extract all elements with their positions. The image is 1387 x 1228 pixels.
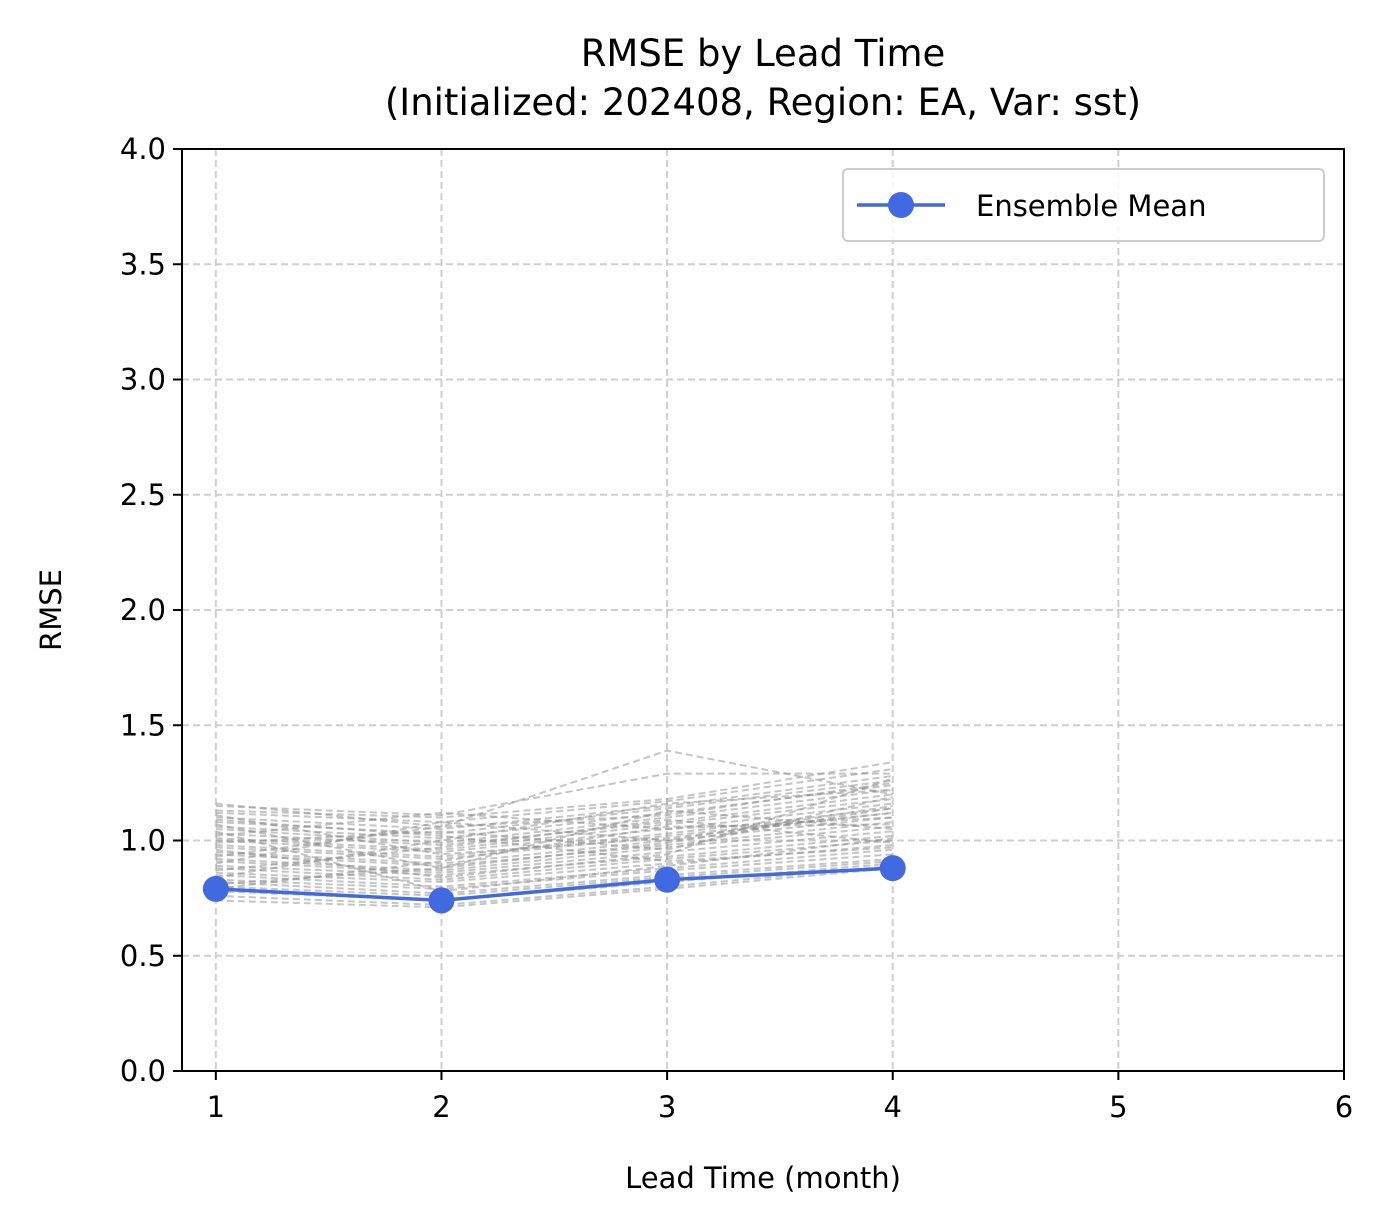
member-line-23 bbox=[215, 860, 893, 897]
y-tick-label-7: 3.5 bbox=[120, 247, 166, 281]
x-axis-label: Lead Time (month) bbox=[625, 1161, 901, 1195]
member-line-9 bbox=[215, 798, 893, 851]
x-tick-label-0: 1 bbox=[207, 1090, 225, 1124]
y-tick-label-6: 3.0 bbox=[120, 363, 166, 397]
member-line-27 bbox=[215, 811, 893, 837]
y-tick-label-2: 1.0 bbox=[120, 824, 166, 858]
series-point-0-3 bbox=[879, 855, 906, 882]
member-line-28 bbox=[215, 804, 893, 865]
member-line-29 bbox=[215, 809, 893, 870]
x-tick-label-5: 6 bbox=[1335, 1090, 1353, 1124]
member-line-33 bbox=[215, 818, 893, 872]
legend-box bbox=[842, 168, 1325, 242]
member-line-26 bbox=[215, 867, 893, 909]
member-line-14 bbox=[215, 821, 893, 867]
y-tick-label-0: 0.0 bbox=[120, 1054, 166, 1088]
series-point-0-2 bbox=[654, 866, 681, 893]
member-line-2 bbox=[215, 761, 893, 819]
x-tick-label-4: 5 bbox=[1109, 1090, 1127, 1124]
legend: Ensemble Mean bbox=[842, 168, 1325, 242]
member-line-4 bbox=[215, 774, 893, 830]
member-line-35 bbox=[215, 823, 893, 890]
member-line-37 bbox=[215, 781, 893, 858]
y-axis-ticks: 0.0 0.5 1.0 1.5 2.0 2.5 3.0 3.5 4.0 bbox=[120, 132, 182, 1088]
member-line-7 bbox=[215, 788, 893, 844]
data-series bbox=[202, 855, 906, 914]
x-tick-label-2: 3 bbox=[658, 1090, 676, 1124]
y-axis-label: RMSE bbox=[34, 569, 68, 651]
y-tick-label-3: 1.5 bbox=[120, 708, 166, 742]
member-line-39 bbox=[215, 818, 893, 863]
member-line-13 bbox=[215, 816, 893, 865]
member-line-17 bbox=[215, 834, 893, 877]
member-line-32 bbox=[215, 811, 893, 856]
member-line-18 bbox=[215, 839, 893, 881]
member-line-11 bbox=[215, 807, 893, 858]
x-axis-ticks: 1 2 3 4 5 6 bbox=[207, 1071, 1353, 1124]
chart-subtitle: (Initialized: 202408, Region: EA, Var: s… bbox=[385, 81, 1141, 124]
member-line-1 bbox=[215, 772, 893, 817]
y-tick-label-8: 4.0 bbox=[120, 132, 166, 166]
member-line-16 bbox=[215, 830, 893, 874]
member-line-3 bbox=[215, 768, 893, 824]
member-line-38 bbox=[215, 807, 893, 886]
x-tick-label-3: 4 bbox=[884, 1090, 902, 1124]
y-tick-label-4: 2.0 bbox=[120, 593, 166, 627]
legend-label-ensemble-mean: Ensemble Mean bbox=[976, 189, 1206, 223]
member-line-15 bbox=[215, 825, 893, 872]
member-line-25 bbox=[215, 864, 893, 907]
series-point-0-0 bbox=[202, 875, 229, 902]
legend-marker-ensemble-mean bbox=[888, 192, 914, 218]
member-line-34 bbox=[215, 795, 893, 851]
member-line-22 bbox=[215, 857, 893, 895]
member-line-8 bbox=[215, 793, 893, 847]
x-tick-label-1: 2 bbox=[432, 1090, 450, 1124]
y-tick-label-5: 2.5 bbox=[120, 478, 166, 512]
series-line-0 bbox=[215, 866, 893, 903]
member-line-36 bbox=[215, 830, 893, 893]
member-line-31 bbox=[215, 777, 894, 879]
series-point-0-1 bbox=[428, 887, 455, 914]
ensemble-member-lines bbox=[215, 749, 894, 909]
member-line-0 bbox=[215, 749, 893, 828]
chart-title: RMSE by Lead Time bbox=[581, 32, 946, 75]
y-tick-label-1: 0.5 bbox=[120, 939, 166, 973]
member-line-21 bbox=[215, 853, 893, 890]
member-line-20 bbox=[215, 848, 893, 888]
member-line-12 bbox=[215, 811, 893, 860]
